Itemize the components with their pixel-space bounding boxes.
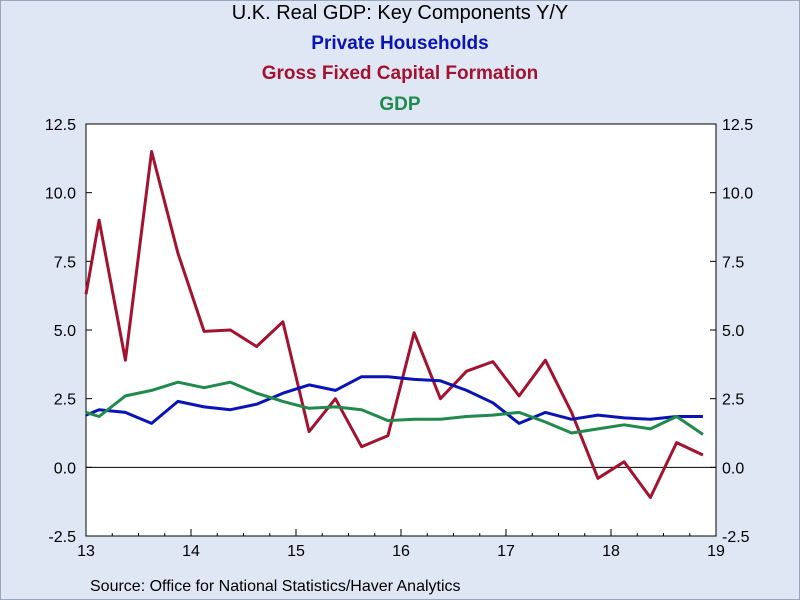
y-tick-label-left: 12.5 [45,117,76,134]
y-tick-label-left: 0.0 [54,460,76,477]
x-tick-label: 19 [707,543,725,560]
chart-title: U.K. Real GDP: Key Components Y/Y [231,2,569,24]
y-tick-label-left: 7.5 [54,254,76,271]
y-tick-label-left: 10.0 [45,186,76,203]
x-tick-label: 15 [287,543,305,560]
y-tick-label-right: 0.0 [722,460,744,477]
series-line-gross-fixed-capital-formation [84,150,704,499]
series-title-gdp: GDP [379,94,421,115]
y-tick-label-right: 2.5 [722,392,744,409]
x-tick-label: 17 [497,543,515,560]
y-tick-label-left: -2.5 [48,529,76,546]
x-axis: 13 14 15 16 17 18 19 [77,529,725,560]
x-tick-label: 16 [392,543,410,560]
series-layer [84,150,704,499]
plot-area [85,123,717,537]
source-note: Source: Office for National Statistics/H… [90,578,461,595]
series-title-gfcf: Gross Fixed Capital Formation [261,63,539,84]
x-tick-label: 13 [77,543,95,560]
series-line-private-households [85,375,703,425]
x-tick-label: 18 [602,543,620,560]
y-tick-label-right: 5.0 [722,323,744,340]
y-tick-label-right: 7.5 [722,254,744,271]
y-axis-left: 12.5 10.0 7.5 5.0 2.5 0.0 -2.5 [45,117,92,546]
series-title-private-households: Private Households [311,33,489,54]
y-axis-right: 12.5 10.0 7.5 5.0 2.5 0.0 -2.5 [710,117,753,546]
x-tick-label: 14 [182,543,200,560]
series-line-gdp [85,380,704,436]
y-tick-label-right: 10.0 [722,186,753,203]
y-tick-label-right: -2.5 [722,529,750,546]
y-tick-label-left: 2.5 [54,392,76,409]
y-tick-label-right: 12.5 [722,117,753,134]
y-tick-label-left: 5.0 [54,323,76,340]
